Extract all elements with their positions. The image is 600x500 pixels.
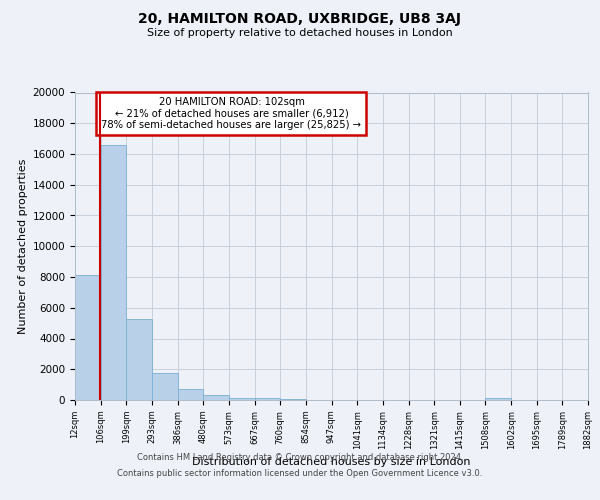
Bar <box>101 145 127 400</box>
Text: Contains HM Land Registry data © Crown copyright and database right 2024.: Contains HM Land Registry data © Crown c… <box>137 452 463 462</box>
Bar <box>203 396 229 400</box>
Bar <box>152 373 178 400</box>
Text: 20 HAMILTON ROAD: 102sqm
← 21% of detached houses are smaller (6,912)
78% of sem: 20 HAMILTON ROAD: 102sqm ← 21% of detach… <box>101 97 361 130</box>
Bar <box>254 398 280 400</box>
Text: Size of property relative to detached houses in London: Size of property relative to detached ho… <box>147 28 453 38</box>
Bar <box>178 389 203 400</box>
Bar <box>229 398 254 400</box>
Y-axis label: Number of detached properties: Number of detached properties <box>19 158 28 334</box>
Text: Contains public sector information licensed under the Open Government Licence v3: Contains public sector information licen… <box>118 469 482 478</box>
Bar <box>75 276 101 400</box>
Bar <box>485 398 511 400</box>
X-axis label: Distribution of detached houses by size in London: Distribution of detached houses by size … <box>192 457 471 467</box>
Bar <box>127 318 152 400</box>
Text: 20, HAMILTON ROAD, UXBRIDGE, UB8 3AJ: 20, HAMILTON ROAD, UXBRIDGE, UB8 3AJ <box>139 12 461 26</box>
Bar <box>280 399 306 400</box>
